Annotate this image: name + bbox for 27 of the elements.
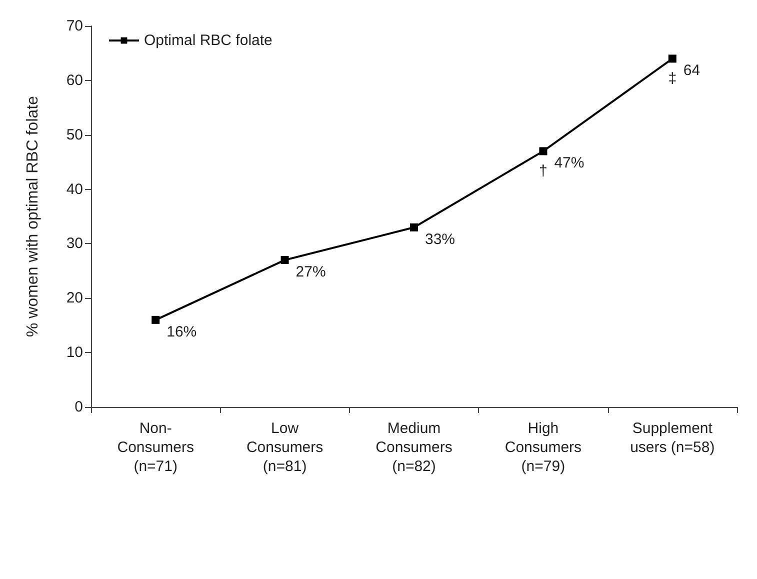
annotation: ‡ <box>668 70 677 88</box>
y-tick-label: 0 <box>74 398 83 416</box>
data-label: 27% <box>296 264 326 281</box>
data-label: 16% <box>166 323 197 340</box>
x-tick-label: Medium Consumers (n=82) <box>376 420 452 475</box>
legend-label: Optimal RBC folate <box>144 32 272 49</box>
y-tick-label: 60 <box>66 72 83 89</box>
annotation: † <box>539 162 548 180</box>
y-tick-label: 70 <box>66 18 83 34</box>
x-tick-label: High Consumers (n=79) <box>504 420 582 475</box>
data-label: 33% <box>425 230 456 248</box>
y-tick-label: 30 <box>66 235 83 252</box>
y-axis-title: % women with optimal RBC folate <box>24 96 42 337</box>
y-tick-label: 20 <box>66 290 83 307</box>
point <box>539 147 548 156</box>
x-tick-label: Supplement users (n=58) <box>630 420 715 456</box>
y-tick-label: 50 <box>66 126 83 144</box>
x-tick-label: Non- Consumers (n=71) <box>117 420 194 475</box>
data-label: 64 <box>683 62 700 80</box>
y-tick-label: 40 <box>66 180 83 198</box>
data-label: 47% <box>554 154 584 172</box>
point <box>410 223 418 232</box>
point <box>152 316 160 324</box>
point <box>280 256 289 264</box>
y-tick-label: 10 <box>66 344 83 362</box>
point <box>668 54 676 63</box>
x-tick-label: Low Consumers (n=81) <box>246 420 324 475</box>
